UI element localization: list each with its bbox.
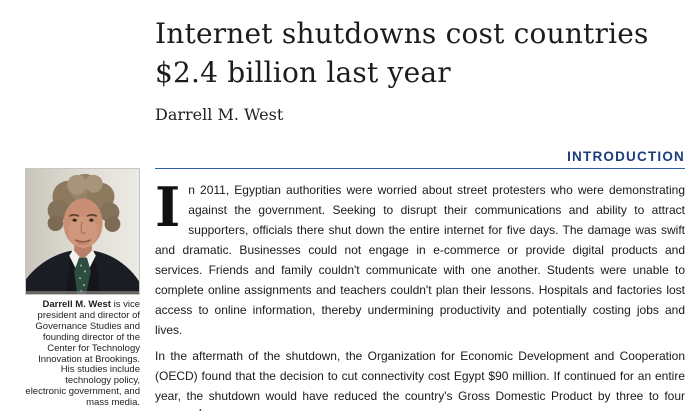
author-photo	[25, 168, 140, 295]
paragraph-2: In the aftermath of the shutdown, the Or…	[155, 346, 685, 411]
author-byline: Darrell M. West	[155, 105, 284, 124]
author-caption: Darrell M. West is vice president and di…	[22, 299, 140, 409]
page-title-line1: Internet shutdowns cost countries	[155, 17, 649, 50]
paragraph-1-text: n 2011, Egyptian authorities were worrie…	[155, 183, 685, 337]
footnote-marker-1: 1	[198, 408, 202, 411]
author-caption-text: is vice president and director of Govern…	[25, 299, 140, 409]
section-heading-introduction: INTRODUCTION	[155, 149, 685, 169]
photo-bottom-edge	[26, 291, 139, 294]
page-title-line2: $2.4 billion last year	[155, 56, 451, 89]
author-portrait-illustration	[26, 169, 139, 294]
paragraph-2-text: In the aftermath of the shutdown, the Or…	[155, 349, 685, 411]
page-title: Internet shutdowns cost countries $2.4 b…	[155, 14, 695, 92]
face	[63, 198, 103, 258]
drop-cap: I	[155, 175, 181, 239]
author-caption-name: Darrell M. West	[42, 299, 111, 310]
